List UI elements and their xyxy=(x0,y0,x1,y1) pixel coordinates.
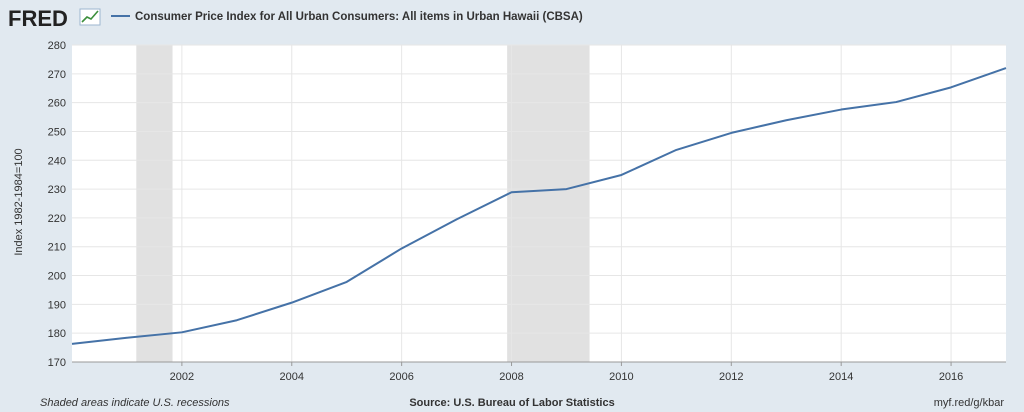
y-tick-label: 270 xyxy=(48,69,66,81)
data-point[interactable] xyxy=(619,172,624,177)
y-tick-label: 200 xyxy=(48,271,66,283)
x-tick-label: 2008 xyxy=(499,371,523,383)
fred-logo[interactable]: FRED xyxy=(8,6,101,31)
y-tick-label: 190 xyxy=(48,299,66,311)
y-tick-label: 240 xyxy=(48,155,66,167)
data-point[interactable] xyxy=(344,279,349,284)
data-point[interactable] xyxy=(124,335,129,340)
x-tick-label: 2006 xyxy=(389,371,413,383)
series-layer xyxy=(70,66,1009,346)
y-tick-label: 210 xyxy=(48,242,66,254)
data-point[interactable] xyxy=(674,147,679,152)
recession-shading xyxy=(136,45,590,362)
fred-logo-text: FRED xyxy=(8,6,68,31)
short-url[interactable]: myf.red/g/kbar xyxy=(934,397,1005,409)
data-point[interactable] xyxy=(454,217,459,222)
recession-band xyxy=(507,45,590,362)
legend: Consumer Price Index for All Urban Consu… xyxy=(111,11,583,23)
y-tick-label: 180 xyxy=(48,328,66,340)
legend-series-label: Consumer Price Index for All Urban Consu… xyxy=(135,11,583,23)
data-point[interactable] xyxy=(784,118,789,123)
data-point[interactable] xyxy=(70,341,75,346)
data-point[interactable] xyxy=(949,85,954,90)
x-tick-label: 2012 xyxy=(719,371,743,383)
y-tick-label: 230 xyxy=(48,184,66,196)
data-point[interactable] xyxy=(839,107,844,112)
data-point[interactable] xyxy=(179,330,184,335)
y-tick-label: 260 xyxy=(48,98,66,110)
data-point[interactable] xyxy=(399,246,404,251)
recession-band xyxy=(136,45,173,362)
y-axis-ticks: 170 180 190 200 210 220 230 240 250 260 270 280 xyxy=(48,40,66,369)
y-tick-label: 280 xyxy=(48,40,66,52)
x-tick-label: 2004 xyxy=(280,371,304,383)
data-point[interactable] xyxy=(729,130,734,135)
x-tick-label: 2002 xyxy=(170,371,194,383)
data-point[interactable] xyxy=(509,190,514,195)
data-point[interactable] xyxy=(564,187,569,192)
y-tick-label: 170 xyxy=(48,357,66,369)
x-tick-label: 2010 xyxy=(609,371,633,383)
y-tick-label: 220 xyxy=(48,213,66,225)
fred-chart-logo-icon xyxy=(79,8,101,26)
data-point[interactable] xyxy=(894,100,899,105)
y-axis-label: Index 1982-1984=100 xyxy=(13,148,25,255)
x-tick-label: 2014 xyxy=(829,371,853,383)
data-point[interactable] xyxy=(289,300,294,305)
series-line[interactable] xyxy=(71,67,1007,345)
x-axis-ticks: 2002 2004 2006 2008 2010 2012 2014 2016 xyxy=(72,361,1006,383)
data-point[interactable] xyxy=(1004,66,1009,71)
source-note: Source: U.S. Bureau of Labor Statistics xyxy=(409,397,614,409)
data-point[interactable] xyxy=(234,318,239,323)
y-tick-label: 250 xyxy=(48,126,66,138)
x-tick-label: 2016 xyxy=(939,371,963,383)
recession-note: Shaded areas indicate U.S. recessions xyxy=(40,397,230,409)
